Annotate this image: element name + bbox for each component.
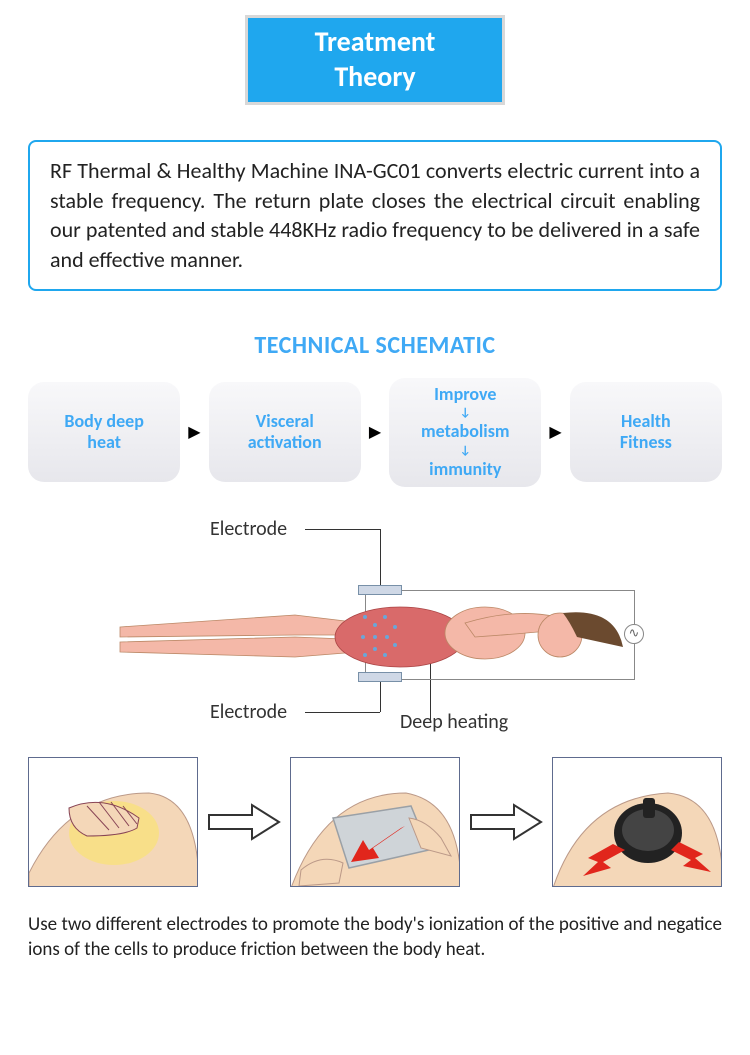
flow-step-1-line-1: Body deep (64, 411, 143, 433)
flow-step-3: Improve ↓ metabolism ↓ immunity (389, 378, 541, 487)
electrode-bottom-label: Electrode (210, 700, 287, 724)
human-body-icon (115, 587, 635, 687)
flow-step-4: Health Fitness (570, 382, 722, 482)
down-arrow-icon: ↓ (460, 445, 471, 457)
body-diagram: Electrode Electrode Deep heating ∿ (95, 512, 655, 732)
title-banner: Treatment Theory (245, 15, 505, 105)
flow-step-3-line-3: immunity (429, 459, 501, 481)
down-arrow-icon: ↓ (460, 407, 471, 419)
leader-line (380, 529, 381, 587)
flow-step-4-line-1: Health (621, 411, 671, 433)
intro-box: RF Thermal & Healthy Machine INA-GC01 co… (28, 140, 722, 291)
flow-step-1: Body deep heat (28, 382, 180, 482)
flow-step-2-line-1: Visceral (256, 411, 314, 433)
right-arrow-icon (466, 802, 546, 842)
flow-arrow-icon: ▶ (367, 422, 383, 442)
procedure-step-2 (290, 757, 460, 887)
leader-line (305, 529, 380, 530)
deep-heating-label: Deep heating (400, 710, 508, 734)
flow-step-4-line-2: Fitness (620, 432, 672, 454)
procedure-row (28, 757, 722, 887)
title-line-1: Treatment (248, 24, 502, 59)
procedure-step-3 (552, 757, 722, 887)
electrode-top-label: Electrode (210, 517, 287, 541)
flow-step-2-line-2: activation (248, 432, 322, 454)
flow-arrow-icon: ▶ (547, 422, 563, 442)
flow-row: Body deep heat ▶ Visceral activation ▶ I… (28, 378, 722, 487)
flow-step-3-line-1: Improve (434, 384, 496, 406)
flow-arrow-icon: ▶ (186, 422, 202, 442)
schematic-title: TECHNICAL SCHEMATIC (0, 331, 750, 360)
flow-step-1-line-2: heat (87, 432, 121, 454)
flow-step-3-line-2: metabolism (421, 421, 510, 443)
flow-step-2: Visceral activation (209, 382, 361, 482)
procedure-step-1 (28, 757, 198, 887)
title-line-2: Theory (248, 59, 502, 94)
right-arrow-icon (204, 802, 284, 842)
leader-line (305, 712, 380, 713)
footer-text: Use two different electrodes to promote … (28, 912, 722, 963)
intro-text: RF Thermal & Healthy Machine INA-GC01 co… (50, 157, 700, 273)
